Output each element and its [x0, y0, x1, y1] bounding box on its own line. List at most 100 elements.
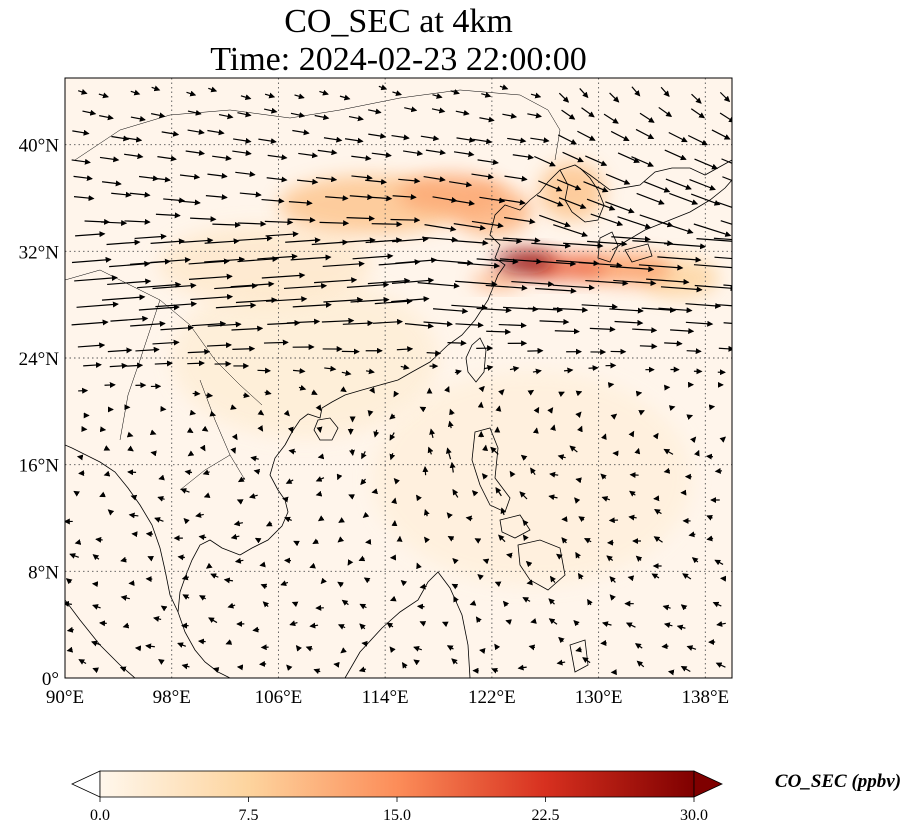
wind-arrow: [315, 176, 338, 183]
wind-arrow: [185, 149, 206, 156]
wind-arrow: [333, 661, 340, 668]
wind-arrow: [130, 320, 166, 327]
wind-arrow: [155, 301, 198, 308]
wind-arrow: [401, 661, 408, 669]
wind-arrow: [322, 260, 365, 268]
wind-arrow: [137, 281, 182, 289]
wind-arrow: [441, 621, 449, 628]
wind-arrow: [538, 180, 563, 192]
wind-arrow: [111, 135, 130, 142]
wind-arrow: [207, 172, 228, 179]
wind-arrow: [609, 307, 644, 314]
coastline-malay-peninsula: [217, 671, 231, 678]
wind-arrow: [160, 605, 168, 612]
wind-arrow: [212, 667, 220, 673]
wind-arrow: [78, 89, 88, 95]
wind-arrow: [91, 640, 101, 647]
wind-arrow: [291, 601, 299, 608]
wind-arrow: [183, 517, 190, 525]
wind-arrow: [403, 150, 424, 157]
wind-arrow: [628, 430, 635, 438]
wind-arrow: [563, 242, 604, 249]
wind-arrow: [253, 468, 261, 475]
wind-arrow: [706, 515, 713, 521]
wind-arrow: [632, 240, 674, 247]
wind-arrow: [638, 264, 684, 271]
wind-arrow: [611, 236, 651, 243]
wind-arrow: [208, 86, 218, 93]
wind-arrow: [264, 389, 272, 396]
wind-arrow: [365, 237, 403, 244]
wind-arrow: [575, 411, 582, 419]
wind-arrow: [350, 296, 390, 303]
lon-tick-label: 114°E: [362, 687, 409, 708]
wind-arrow: [457, 262, 501, 269]
wind-arrow: [578, 261, 623, 269]
wind-arrow: [454, 369, 462, 376]
wind-arrow: [360, 478, 367, 486]
wind-arrow: [432, 93, 443, 99]
wind-arrow: [316, 426, 323, 433]
wind-arrow: [512, 154, 534, 160]
wind-arrow: [587, 240, 628, 247]
wind-arrow: [150, 256, 191, 264]
wind-arrow: [358, 555, 366, 562]
wind-arrow: [135, 346, 160, 353]
wind-arrow: [187, 360, 205, 367]
lon-tick-label: 130°E: [575, 687, 623, 708]
wind-arrow: [378, 84, 388, 91]
co-plume-7: [398, 174, 506, 214]
wind-arrow: [682, 573, 692, 580]
wind-arrow: [124, 218, 151, 225]
wind-arrow: [609, 576, 616, 583]
wind-arrow: [400, 579, 408, 587]
wind-arrow: [197, 638, 206, 645]
wind-arrow: [204, 256, 246, 263]
wind-arrow: [486, 328, 512, 335]
wind-arrow: [341, 599, 349, 606]
wind-arrow: [129, 191, 151, 198]
wind-arrow: [250, 455, 259, 462]
wind-arrow: [352, 253, 394, 260]
wind-arrow: [119, 666, 127, 673]
wind-arrow: [395, 257, 438, 264]
coastline-visayas: [499, 514, 531, 539]
wind-arrow: [517, 664, 527, 671]
co-plume-11: [495, 250, 555, 274]
wind-arrow: [609, 594, 616, 601]
wind-arrow: [391, 296, 430, 303]
wind-arrow: [502, 600, 510, 608]
wind-arrow: [450, 89, 460, 95]
wind-arrow: [73, 490, 80, 497]
wind-arrow: [465, 515, 473, 522]
wind-arrow: [694, 158, 718, 170]
wind-arrow: [658, 106, 673, 118]
wind-arrow: [635, 555, 643, 562]
wind-arrow: [190, 216, 217, 223]
wind-arrow: [477, 159, 499, 166]
wind-arrow: [75, 231, 106, 238]
wind-arrow: [575, 390, 583, 397]
wind-arrow: [583, 181, 609, 193]
wind-arrow: [522, 519, 529, 527]
wind-arrow: [210, 573, 219, 579]
wind-arrow: [248, 493, 258, 499]
lat-tick-label: 40°N: [19, 136, 60, 157]
wind-arrow: [235, 171, 256, 178]
wind-arrow: [446, 512, 453, 519]
wind-arrow: [66, 626, 74, 633]
wind-arrow: [575, 551, 581, 559]
wind-arrow: [289, 620, 298, 627]
wind-arrow: [419, 406, 427, 413]
wind-arrow: [368, 195, 393, 202]
wind-arrow: [694, 284, 732, 292]
wind-arrow: [371, 488, 378, 495]
wind-arrow: [504, 216, 536, 225]
wind-arrow: [471, 173, 495, 180]
wind-arrow: [313, 668, 321, 675]
wind-arrow: [120, 595, 130, 601]
wind-arrow: [587, 598, 593, 606]
wind-arrow: [230, 281, 275, 288]
wind-arrow: [205, 392, 214, 399]
